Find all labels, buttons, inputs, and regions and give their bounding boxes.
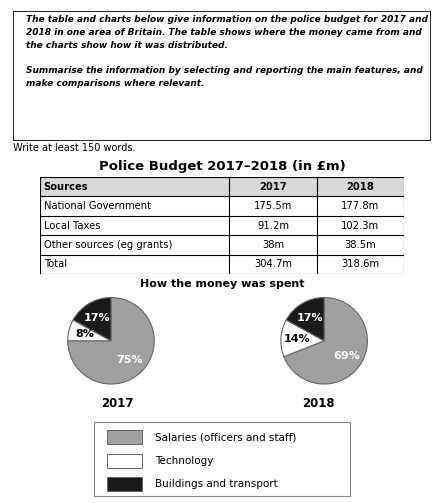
Text: 17%: 17%	[297, 313, 324, 323]
Bar	[107, 477, 142, 491]
Text: Other sources (eg grants): Other sources (eg grants)	[44, 240, 172, 250]
Text: Salaries (officers and staff): Salaries (officers and staff)	[155, 432, 297, 442]
Text: 75%: 75%	[117, 355, 143, 365]
Text: 304.7m: 304.7m	[254, 260, 292, 270]
Wedge shape	[73, 298, 111, 341]
Text: Technology: Technology	[155, 456, 214, 466]
Text: Write at least 150 words.: Write at least 150 words.	[13, 143, 136, 153]
Text: 69%: 69%	[333, 351, 360, 361]
Text: 2017: 2017	[259, 182, 287, 192]
Text: 38.5m: 38.5m	[345, 240, 376, 250]
Bar	[107, 454, 142, 468]
Text: 177.8m: 177.8m	[341, 201, 380, 211]
Text: Police Budget 2017–2018 (in £m): Police Budget 2017–2018 (in £m)	[99, 160, 345, 174]
Text: Local Taxes: Local Taxes	[44, 221, 100, 230]
Bar	[107, 430, 142, 444]
Text: 91.2m: 91.2m	[257, 221, 289, 230]
Text: Sources: Sources	[44, 182, 88, 192]
Text: 2017: 2017	[101, 397, 134, 410]
Text: 17%: 17%	[84, 313, 111, 323]
Text: How the money was spent: How the money was spent	[140, 279, 304, 289]
Text: Buildings and transport: Buildings and transport	[155, 479, 278, 489]
Text: 38m: 38m	[262, 240, 284, 250]
Text: 102.3m: 102.3m	[341, 221, 380, 230]
Bar	[40, 177, 404, 197]
Wedge shape	[284, 298, 367, 384]
Text: 2018: 2018	[346, 182, 374, 192]
Text: 175.5m: 175.5m	[254, 201, 292, 211]
Text: Total: Total	[44, 260, 67, 270]
Wedge shape	[281, 320, 324, 357]
Text: 14%: 14%	[284, 334, 311, 344]
Text: 318.6m: 318.6m	[341, 260, 380, 270]
Wedge shape	[286, 298, 324, 341]
Text: National Government: National Government	[44, 201, 151, 211]
Text: 8%: 8%	[75, 329, 95, 339]
Wedge shape	[68, 320, 111, 341]
Text: The table and charts below give information on the police budget for 2017 and
20: The table and charts below give informat…	[26, 15, 428, 88]
Text: 2018: 2018	[301, 397, 334, 410]
Wedge shape	[68, 298, 154, 384]
